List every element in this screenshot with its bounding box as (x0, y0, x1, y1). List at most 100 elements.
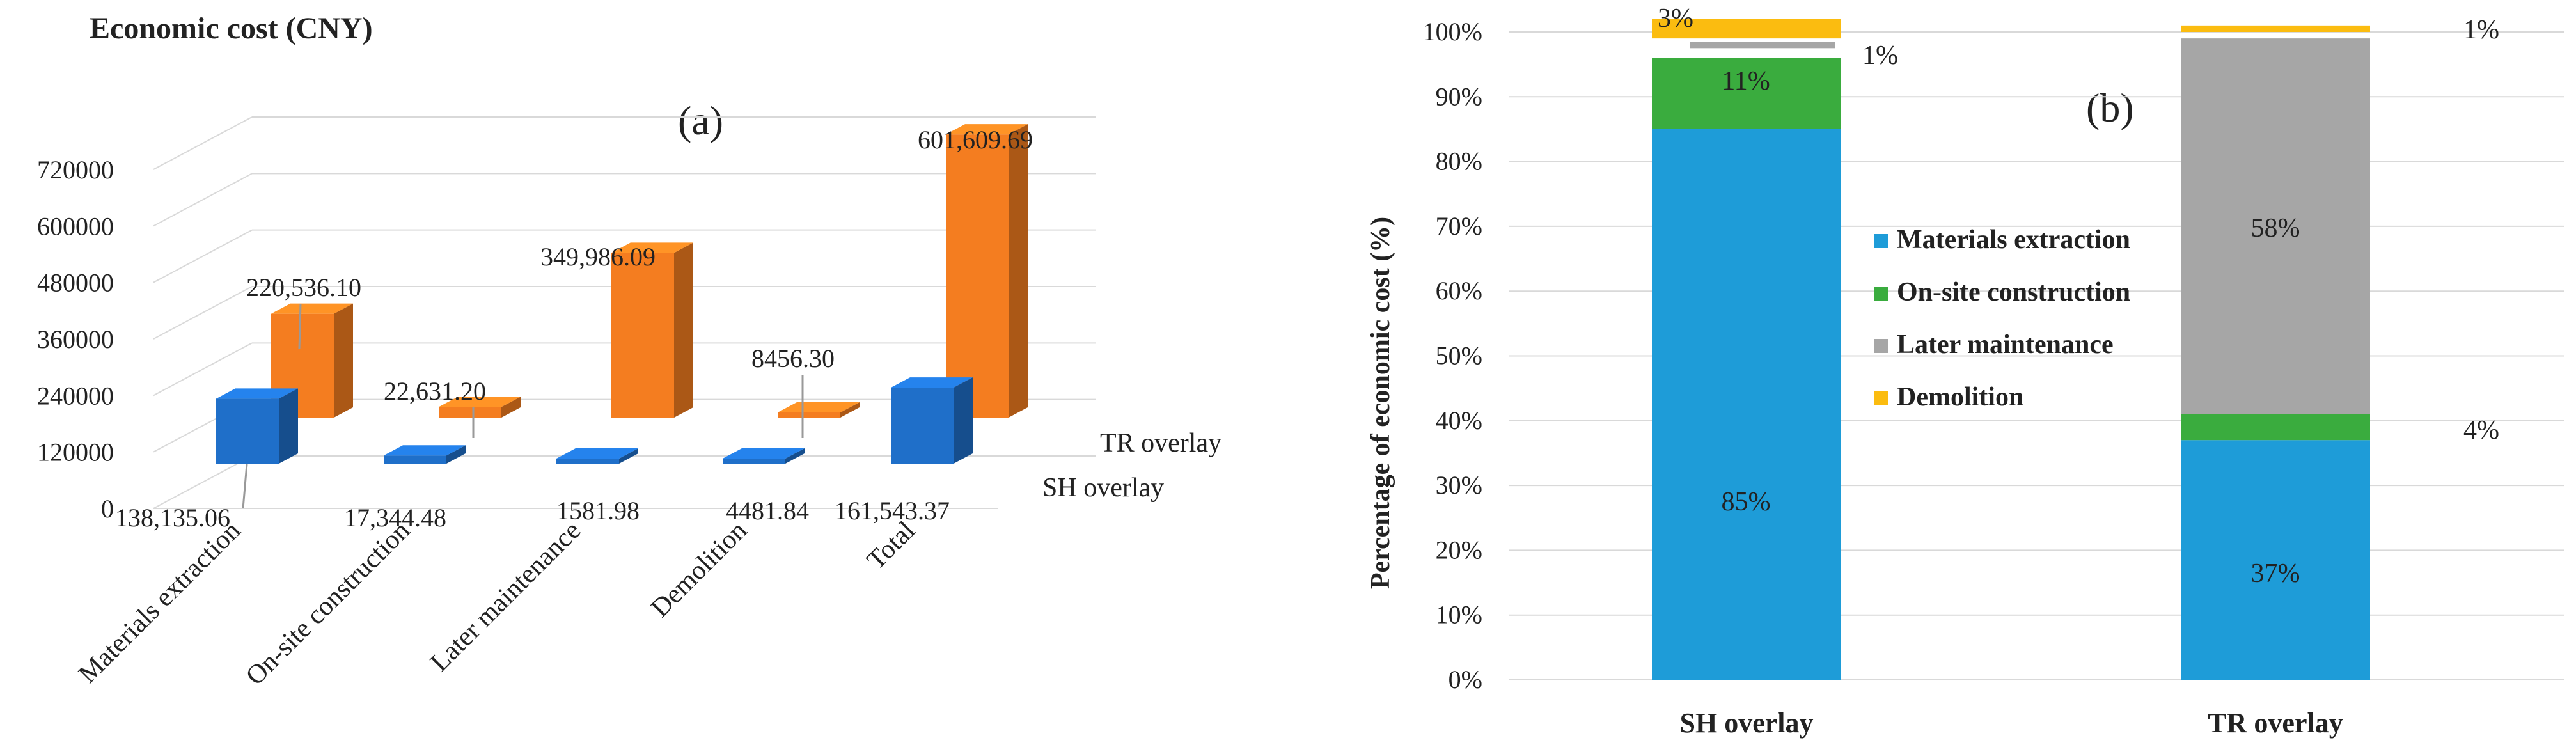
legend-label: On-site construction (1897, 278, 2130, 307)
data-label-sh: 161,543.37 (835, 496, 950, 525)
bar-front (946, 134, 1009, 418)
y-tick-label: 40% (1436, 406, 1482, 435)
bar-tr-2 (439, 397, 521, 418)
bar-top (723, 448, 805, 459)
data-label: 4% (2463, 416, 2499, 445)
gridline-depth (153, 286, 253, 340)
legend-item: Demolition (1874, 382, 2023, 412)
data-label-tr: 220,536.10 (246, 273, 361, 302)
legend-item: Later maintenance (1874, 330, 2114, 359)
bar-sh-2 (384, 445, 466, 464)
bar-front (216, 398, 279, 464)
bar-side (785, 448, 805, 464)
bar-side (446, 445, 466, 464)
panel-a-label: (a) (678, 98, 723, 143)
bar-front (556, 459, 619, 464)
leader-line (242, 464, 248, 509)
y-tick-label: 360000 (37, 325, 114, 354)
bar-front (891, 388, 954, 464)
bar-top (891, 377, 973, 388)
legend-swatch (1874, 391, 1888, 405)
bar-front (778, 412, 840, 418)
panel-a-title: Economic cost (CNY) (90, 12, 373, 45)
y-tick-label: 70% (1436, 212, 1482, 240)
bar-top (946, 124, 1028, 135)
bar-segment-later-maintenance (2181, 38, 2370, 414)
panel-b-bars: 85% 11% 1% 3% 37% 4% 58% 1% (1652, 4, 2499, 680)
panel-b-y-axis: 0% 10% 20% 30% 40% 50% 60% 70% 80% 90% 100% (1423, 17, 1482, 694)
data-label-tr: 22,631.20 (384, 377, 486, 405)
data-label-sh: 138,135.06 (115, 503, 230, 532)
y-tick-label: 30% (1436, 471, 1482, 499)
data-label: 85% (1722, 487, 1771, 517)
y-tick-label: 60% (1436, 276, 1482, 305)
x-tick-label: TR overlay (2208, 707, 2343, 739)
bar-side (619, 448, 638, 464)
x-tick-label: Materials extraction (73, 516, 246, 689)
panel-a-bars (216, 124, 1028, 464)
bar-segment-on-site-construction (1652, 58, 1841, 129)
bar-segment-demolition (2181, 25, 2370, 32)
bar-sh-5 (891, 377, 973, 464)
data-label: 37% (2251, 559, 2300, 588)
bar-tr-5 (946, 124, 1028, 418)
panel-a-series-labels: TR overlay SH overlay (1042, 428, 1221, 503)
legend-item: Materials extraction (1874, 225, 2130, 255)
bar-top (778, 402, 860, 412)
bar-top (611, 242, 693, 253)
x-tick-label: Later maintenance (425, 516, 586, 678)
data-label-sh: 4481.84 (726, 496, 809, 525)
legend-label: Materials extraction (1897, 225, 2130, 255)
bar-side (334, 303, 353, 418)
bar-front (439, 407, 501, 418)
y-tick-label: 0 (101, 494, 114, 523)
y-tick-label: 90% (1436, 82, 1482, 111)
leader-line (298, 303, 302, 349)
panel-b-percentage-stacked: Percentage of economic cost (%) (b) 0% 10… (1366, 4, 2564, 739)
panel-b-x-axis: SH overlay TR overlay (1680, 707, 2343, 739)
bar-front (384, 455, 446, 464)
legend-label: Demolition (1897, 382, 2023, 412)
data-label: 58% (2251, 214, 2300, 243)
bar-segment-on-site-construction (2181, 414, 2370, 441)
data-label: 11% (1722, 67, 1770, 96)
bar-tr-3 (611, 242, 693, 418)
bar-top (439, 397, 521, 407)
bar-tr-4 (778, 402, 860, 418)
y-tick-label: 100% (1423, 17, 1482, 46)
legend-swatch (1874, 287, 1888, 301)
gridline-depth (153, 173, 253, 227)
x-tick-label: On-site construction (240, 516, 416, 691)
bar-sh-1 (216, 388, 298, 464)
y-tick-label: 50% (1436, 342, 1482, 370)
bar-sh-4 (723, 448, 805, 464)
gridline-depth (153, 229, 253, 283)
y-tick-label: 120000 (37, 438, 114, 467)
series-label-sh: SH overlay (1042, 473, 1164, 503)
series-label-tr: TR overlay (1100, 428, 1221, 458)
gridline-depth (153, 342, 253, 397)
bar-front (611, 253, 674, 418)
y-tick-label: 480000 (37, 269, 114, 297)
bar-segment-materials-extraction (2181, 440, 2370, 680)
bar-segment-materials-extraction (1652, 129, 1841, 680)
y-tick-label: 80% (1436, 147, 1482, 176)
legend-label: Later maintenance (1897, 330, 2114, 359)
bar-side (1009, 124, 1028, 418)
data-label-sh: 1581.98 (556, 496, 640, 525)
y-tick-label: 720000 (37, 155, 114, 184)
data-label-tr: 601,609.69 (918, 125, 1033, 154)
bar-top (216, 388, 298, 399)
data-label-tr: 8456.30 (751, 344, 835, 373)
panel-b-legend: Materials extraction On-site construction… (1874, 225, 2130, 412)
data-label: 3% (1658, 4, 1693, 33)
panel-b-label: (b) (2086, 85, 2134, 130)
data-label: 1% (2463, 15, 2499, 45)
y-tick-label: 20% (1436, 535, 1482, 564)
x-tick-label: SH overlay (1680, 707, 1814, 739)
bar-side (674, 242, 693, 418)
stacked-bar-tr: 37% 4% 58% 1% (2181, 15, 2499, 680)
y-tick-label: 600000 (37, 212, 114, 240)
x-tick-label: Demolition (645, 516, 753, 624)
